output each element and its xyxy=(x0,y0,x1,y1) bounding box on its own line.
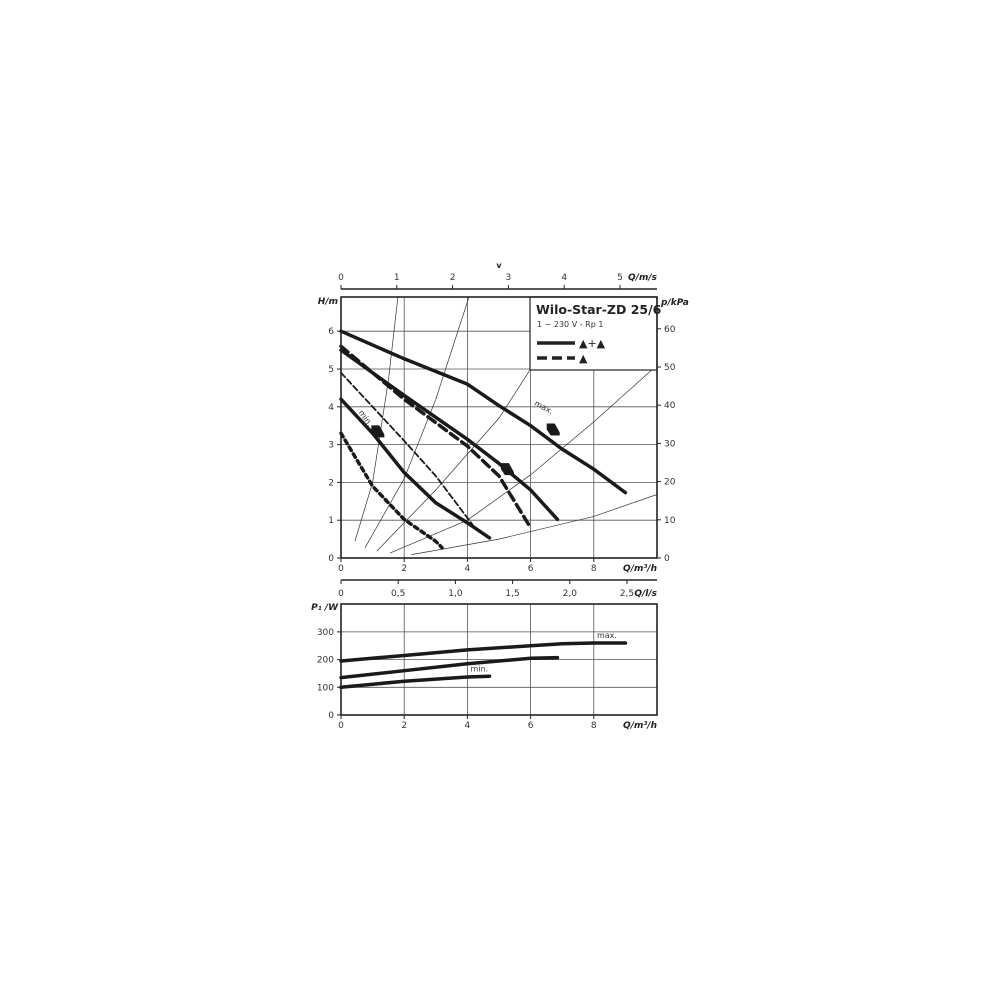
y2-tick-label: 20 xyxy=(664,478,676,488)
x-tick-label: 2 xyxy=(401,564,407,574)
power-x-tick-label: 0 xyxy=(338,721,344,731)
velocity-tick-label: 0 xyxy=(338,273,344,283)
y-tick-label: 6 xyxy=(328,327,334,337)
y-axis-label: H/m xyxy=(318,297,338,307)
y-tick-label: 4 xyxy=(328,403,334,413)
velocity-tick-label: 4 xyxy=(561,273,567,283)
y2-axis-label: p/kPa xyxy=(660,298,689,308)
performance-curve-3 xyxy=(339,344,533,530)
legend-solid-label: ▲+▲ xyxy=(579,337,606,350)
performance-curve-2 xyxy=(339,348,560,522)
performance-curve-6 xyxy=(339,431,444,550)
power-curve-1 xyxy=(339,641,628,663)
velocity-axis-label: Q/m/s xyxy=(628,273,658,283)
x-axis-label: Q/m³/h xyxy=(623,564,657,574)
y2-tick-label: 50 xyxy=(664,363,676,373)
speed-marker xyxy=(546,423,560,436)
x-tick-label: 6 xyxy=(528,564,534,574)
y2-tick-label: 40 xyxy=(664,401,676,411)
velocity-tick-label: 5 xyxy=(617,273,623,283)
power-y-tick-label: 200 xyxy=(317,656,334,666)
speed-marker xyxy=(500,463,514,476)
system-curve xyxy=(389,364,658,554)
chart-subtitle: 1 ~ 230 V - Rp 1 xyxy=(537,320,603,329)
power-x-tick-label: 2 xyxy=(401,721,407,731)
y-tick-label: 1 xyxy=(328,516,334,526)
performance-curve-5 xyxy=(339,397,492,540)
y2-tick-label: 10 xyxy=(664,516,676,526)
velocity-title: v xyxy=(496,261,502,270)
power-x-tick-label: 6 xyxy=(528,721,534,731)
y-tick-label: 5 xyxy=(328,365,334,375)
power-x-axis-label: Q/m³/h xyxy=(623,721,657,731)
performance-curve-1 xyxy=(339,329,628,495)
power-curve-3 xyxy=(339,674,492,690)
power-x-tick-label: 4 xyxy=(465,721,471,731)
flow-ls-tick-label: 1,5 xyxy=(505,589,519,599)
y2-tick-label: 30 xyxy=(664,439,676,449)
y2-tick-label: 0 xyxy=(664,554,670,564)
y-tick-label: 2 xyxy=(328,478,334,488)
power-max-label: max. xyxy=(597,631,617,640)
flow-ls-tick-label: 1,0 xyxy=(448,589,463,599)
system-curve xyxy=(364,296,470,548)
y-tick-label: 0 xyxy=(328,554,334,564)
power-y-tick-label: 300 xyxy=(317,628,334,638)
y2-tick-label: 60 xyxy=(664,325,676,335)
flow-ls-tick-label: 2,0 xyxy=(563,589,578,599)
flow-ls-tick-label: 0 xyxy=(338,589,344,599)
plot-frame xyxy=(340,296,658,559)
flow-ls-tick-label: 2,5 xyxy=(620,589,634,599)
system-curve xyxy=(411,494,658,555)
chart-title: Wilo-Star-ZD 25/6 xyxy=(536,302,662,317)
max-label: max. xyxy=(533,399,555,416)
x-tick-label: 8 xyxy=(591,564,597,574)
legend-dashed-label: ▲ xyxy=(579,352,588,365)
power-y-tick-label: 100 xyxy=(317,683,334,693)
x-tick-label: 4 xyxy=(465,564,471,574)
y-tick-label: 3 xyxy=(328,441,334,451)
velocity-tick-label: 1 xyxy=(394,273,400,283)
performance-curve-4 xyxy=(340,371,475,528)
power-curve-2 xyxy=(339,655,560,680)
power-y-tick-label: 0 xyxy=(328,711,334,721)
flow-ls-tick-label: 0,5 xyxy=(391,589,405,599)
flow-ls-axis-label: Q/l/s xyxy=(634,589,657,599)
velocity-tick-label: 2 xyxy=(450,273,456,283)
x-tick-label: 0 xyxy=(338,564,344,574)
legend-box xyxy=(529,296,658,371)
power-y-axis-label: P₁ /W xyxy=(311,603,339,613)
power-min-label: min. xyxy=(471,664,489,673)
power-x-tick-label: 8 xyxy=(591,721,597,731)
velocity-tick-label: 3 xyxy=(506,273,512,283)
speed-marker xyxy=(371,425,385,438)
